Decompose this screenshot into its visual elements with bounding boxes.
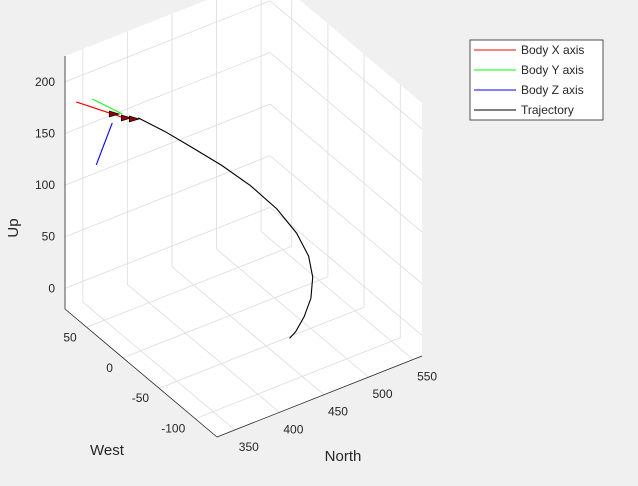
floor-pane [65,228,422,437]
gridline-up [64,0,271,83]
gridline-up [64,206,271,289]
back-wall-north [65,0,270,309]
gridline-north [260,231,414,360]
axis-line-north [216,355,423,438]
gridline-up [269,103,423,233]
gridline-up [269,52,423,181]
tick-label-north: 350 [239,440,259,454]
tick-label-up: 200 [35,75,55,89]
axis-label-north: North [325,448,362,465]
gridline-up [64,52,271,134]
tick-label-north: 400 [283,422,303,436]
vehicle-marker [108,110,121,118]
body-z-axis-line [95,122,113,166]
axis-label-up: Up [5,218,22,237]
gridline-north [82,301,236,431]
legend-label-body-y: Body Y axis [521,63,584,77]
body-y-axis-line [92,98,123,115]
gridline-north [216,248,369,378]
gridline-west [86,245,292,328]
plot-data [76,98,314,339]
tick-label-west: 50 [63,330,77,344]
legend: Body X axis Body Y axis Body Z axis Traj… [469,39,604,121]
vehicle-marker [128,115,141,123]
tick-label-north: 550 [417,370,437,384]
legend-label-body-x: Body X axis [521,43,584,57]
tick-label-north: 450 [328,405,348,419]
legend-label-body-z: Body Z axis [521,83,584,97]
body-x-axis-line [76,101,125,119]
gridline-up [269,207,423,336]
gridline-north [127,284,280,413]
gridline-west [195,337,401,420]
series-trajectory [137,117,314,339]
gridline-west [158,306,365,389]
axes-3d-box [65,0,422,437]
tick-label-up: 100 [35,178,55,192]
gridline-west [122,276,329,359]
legend-box [469,39,604,121]
tick-label-west: -50 [132,391,150,405]
gridline-up [64,103,271,186]
vehicle-marker [120,114,133,122]
gridline-north [171,266,325,396]
gridline-up [64,155,271,238]
axis-label-west: West [90,442,125,459]
tick-label-north: 500 [373,387,393,401]
back-wall-west [270,0,422,356]
tick-label-west: 0 [106,361,113,375]
tick-label-west: -100 [161,422,185,436]
tick-label-up: 150 [35,126,55,140]
tick-label-up: 50 [42,230,56,244]
gridlines [64,0,423,438]
gridline-up [269,0,423,130]
legend-label-trajectory: Trajectory [521,103,574,117]
tick-label-up: 0 [48,281,55,295]
axis-line-west [64,308,218,438]
gridline-up [269,155,423,285]
